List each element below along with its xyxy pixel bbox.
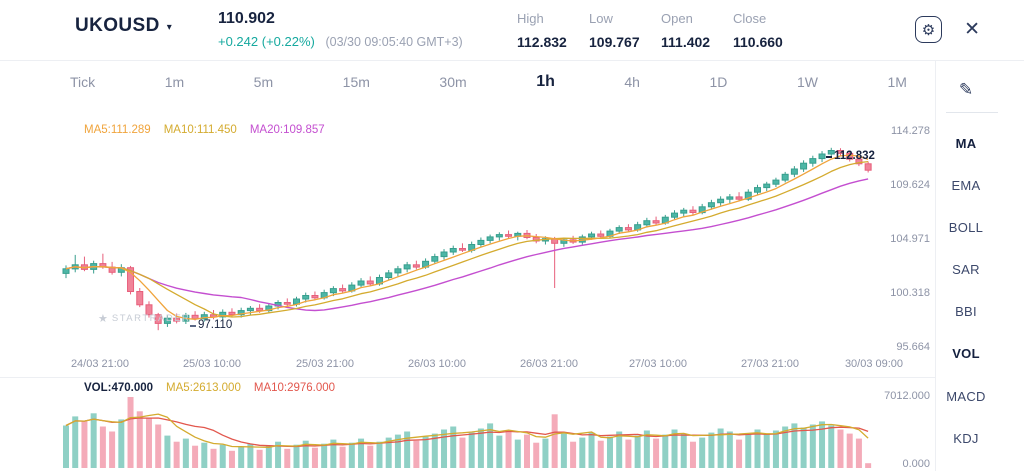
close-icon: ✕	[964, 19, 980, 40]
low-price-annotation: 97.110	[189, 319, 233, 331]
header-divider	[0, 60, 1024, 61]
tab-30m[interactable]: 30m	[439, 74, 467, 90]
pencil-icon: ✎	[958, 80, 974, 99]
volume-axis-label: 0.000	[902, 458, 930, 470]
sidebar-item-sar[interactable]: SAR	[952, 262, 980, 277]
tab-1h[interactable]: 1h	[536, 73, 555, 90]
volume-axis-label: 7012.000	[884, 390, 930, 402]
tab-tick[interactable]: Tick	[70, 74, 96, 90]
time-axis-label: 25/03 10:00	[182, 358, 242, 370]
stat-open-label: Open	[661, 11, 693, 26]
price-axis-label: 100.318	[890, 287, 930, 299]
price-change-row: +0.242 (+0.22%) (03/30 09:05:40 GMT+3)	[218, 34, 463, 49]
gear-icon: ⚙	[921, 21, 936, 39]
stat-open-value: 111.402	[661, 34, 711, 50]
tab-1mo[interactable]: 1M	[887, 74, 907, 90]
sidebar-item-kdj[interactable]: KDJ	[953, 431, 979, 446]
tab-1m[interactable]: 1m	[164, 74, 185, 90]
chevron-down-icon: ▾	[166, 22, 172, 33]
symbol-name: UKOUSD	[75, 15, 160, 36]
price-axis-label: 104.971	[890, 233, 930, 245]
price-axis-label: 95.664	[896, 341, 930, 353]
ma20-legend: MA20:109.857	[249, 124, 325, 136]
time-axis-label: 26/03 21:00	[519, 358, 579, 370]
volume-chart-canvas[interactable]	[0, 377, 935, 471]
tab-15m[interactable]: 15m	[342, 74, 370, 90]
ohlc-stats: High 112.832 Low 109.767 Open 111.402 Cl…	[517, 11, 785, 50]
sidebar-item-bbi[interactable]: BBI	[955, 304, 977, 319]
vol-ma10-legend: MA10:2976.000	[253, 382, 336, 394]
stat-close: Close 110.660	[733, 11, 785, 50]
time-axis-label: 27/03 10:00	[628, 358, 688, 370]
indicator-sidebar: ✎ MA EMA BOLL SAR BBI VOL MACD KDJ	[936, 60, 1024, 471]
stat-open: Open 111.402	[661, 11, 713, 50]
price-change: +0.242 (+0.22%)	[218, 34, 315, 49]
settings-button[interactable]: ⚙	[915, 16, 942, 43]
sidebar-item-ema[interactable]: EMA	[951, 178, 981, 193]
timeframe-tabs: Tick 1m 5m 15m 30m 1h 4h 1D 1W 1M	[0, 60, 935, 104]
time-axis-label: 26/03 10:00	[407, 358, 467, 370]
pane-divider	[0, 377, 935, 378]
watermark: ★ STARTRADER	[98, 312, 190, 325]
stat-close-value: 110.660	[733, 34, 783, 50]
stat-high-value: 112.832	[517, 34, 567, 50]
last-price: 110.902	[218, 10, 275, 27]
sidebar-small-divider	[946, 112, 998, 113]
sidebar-divider-line	[935, 60, 936, 471]
high-price-annotation: 112.832	[826, 150, 875, 162]
stat-close-label: Close	[733, 11, 767, 26]
tab-1d[interactable]: 1D	[709, 74, 728, 90]
tab-5m[interactable]: 5m	[253, 74, 274, 90]
ma-legend: MA5:111.289 MA10:111.450 MA20:109.857	[84, 124, 325, 136]
close-button[interactable]: ✕	[964, 18, 980, 41]
quote-timestamp: (03/30 09:05:40 GMT+3)	[325, 35, 463, 49]
stat-high: High 112.832	[517, 11, 569, 50]
ma5-legend: MA5:111.289	[84, 124, 151, 136]
time-axis-label: 24/03 21:00	[70, 358, 130, 370]
tab-1w[interactable]: 1W	[796, 74, 818, 90]
stat-high-label: High	[517, 11, 544, 26]
sidebar-item-ma[interactable]: MA	[955, 136, 977, 151]
time-axis-label: 27/03 21:00	[740, 358, 800, 370]
star-icon: ★	[98, 313, 108, 325]
vol-value-legend: VOL:470.000	[84, 382, 154, 394]
watermark-text: STARTRADER	[111, 313, 191, 324]
vol-ma5-legend: MA5:2613.000	[166, 382, 241, 394]
sidebar-item-boll[interactable]: BOLL	[948, 220, 984, 235]
draw-tools-button[interactable]: ✎	[936, 80, 996, 100]
price-axis-label: 114.278	[891, 125, 930, 137]
stat-low: Low 109.767	[589, 11, 641, 50]
volume-legend: VOL:470.000 MA5:2613.000 MA10:2976.000	[84, 382, 335, 394]
stat-low-value: 109.767	[589, 34, 640, 50]
price-axis-label: 109.624	[890, 179, 930, 191]
tab-4h[interactable]: 4h	[624, 74, 640, 90]
ma10-legend: MA10:111.450	[163, 124, 237, 136]
price-chart-canvas[interactable]	[0, 105, 935, 377]
sidebar-item-vol[interactable]: VOL	[952, 346, 980, 361]
stat-low-label: Low	[589, 11, 613, 26]
sidebar-item-macd[interactable]: MACD	[946, 389, 986, 404]
symbol-selector[interactable]: UKOUSD ▾	[75, 15, 172, 37]
time-axis-label: 25/03 21:00	[295, 358, 355, 370]
time-axis-label: 30/03 09:00	[844, 358, 904, 370]
